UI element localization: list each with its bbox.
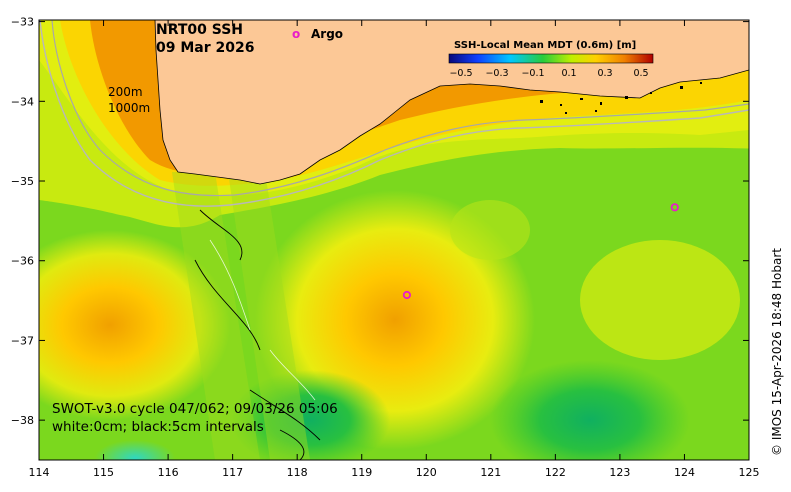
y-axis: −33 −34 −35 −36 −37 −38 — [11, 16, 749, 427]
argo-float-marker — [402, 290, 412, 300]
y-tick-label: −36 — [11, 255, 34, 268]
eastern-yellow-patch — [580, 240, 740, 360]
swot-annotation-line1: SWOT-v3.0 cycle 047/062; 09/03/26 05:06 — [52, 401, 338, 417]
swot-annotation-line2: white:0cm; black:5cm intervals — [52, 419, 264, 435]
coastal-islands — [540, 82, 702, 114]
y-tick-label: −38 — [11, 414, 34, 427]
y-tick-label: −34 — [11, 95, 34, 108]
low-ssh-spot — [95, 440, 175, 460]
colorbar-tick-label: 0.1 — [561, 68, 576, 79]
colorbar-tick-label: 0.3 — [597, 68, 612, 79]
isobath-200m-label: 200m — [108, 85, 143, 99]
swot-white-contours — [209, 239, 316, 401]
map-title-line2: 09 Mar 2026 — [156, 40, 254, 56]
x-tick-label: 114 — [29, 466, 50, 479]
argo-legend-marker: o — [292, 27, 300, 41]
colorbar-tick-label: −0.3 — [485, 68, 508, 79]
colorbar-tick-label: −0.1 — [521, 68, 544, 79]
southeast-cool-patch — [490, 360, 690, 460]
plot-area — [39, 20, 749, 460]
x-tick-label: 117 — [222, 466, 243, 479]
argo-float-marker — [670, 203, 679, 212]
x-tick-label: 120 — [416, 466, 437, 479]
colorbar-title: SSH-Local Mean MDT (0.6m) [m] — [454, 40, 636, 51]
plot-frame — [38, 19, 750, 461]
colorbar-tick-label: 0.5 — [633, 68, 648, 79]
isobath-200m — [39, 20, 749, 207]
colorbar-ticks: −0.5 −0.3 −0.1 0.1 0.3 0.5 — [449, 68, 648, 79]
x-tick-label: 123 — [609, 466, 630, 479]
argo-floats — [402, 203, 679, 300]
isobath-1000m — [51, 20, 749, 197]
x-tick-label: 119 — [351, 466, 372, 479]
x-tick-label: 122 — [545, 466, 566, 479]
x-tick-label: 115 — [93, 466, 114, 479]
x-tick-label: 118 — [287, 466, 308, 479]
imos-credit: © IMOS 15-Apr-2026 18:48 Hobart — [770, 248, 784, 456]
x-tick-label: 124 — [674, 466, 695, 479]
swot-black-contours — [194, 209, 321, 460]
x-tick-label: 125 — [739, 466, 760, 479]
x-axis: 114 115 116 117 118 119 120 121 122 123 124 125 — [29, 20, 760, 479]
argo-legend-label: Argo — [311, 27, 343, 41]
colorbar-tick-label: −0.5 — [449, 68, 472, 79]
map-title-line1: NRT00 SSH — [156, 22, 243, 38]
y-tick-label: −37 — [11, 334, 34, 347]
x-tick-label: 116 — [158, 466, 179, 479]
y-tick-label: −35 — [11, 175, 34, 188]
swot-swath-left — [172, 172, 260, 460]
swot-swath-right — [228, 172, 310, 460]
western-warm-eddy — [39, 230, 230, 420]
x-tick-label: 121 — [480, 466, 501, 479]
y-tick-label: −33 — [11, 16, 34, 29]
southern-cool-patch — [230, 370, 390, 460]
patch-a — [450, 200, 530, 260]
isobath-1000m-label: 1000m — [108, 101, 150, 115]
colorbar — [448, 53, 654, 64]
